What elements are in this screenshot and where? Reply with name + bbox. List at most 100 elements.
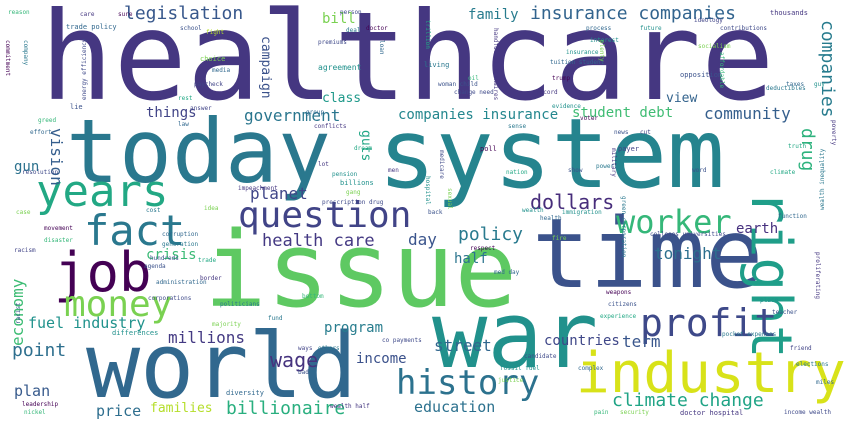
- word-sexual: sexual: [446, 188, 453, 210]
- word-miles: miles: [816, 379, 835, 386]
- word-issue: issue: [204, 209, 518, 331]
- word-conflicts: conflicts: [314, 123, 347, 130]
- word-dollars: dollars: [530, 190, 615, 214]
- word-racism: racism: [14, 247, 36, 254]
- word-climate: climate: [770, 169, 796, 176]
- word-diversity: diversity: [226, 389, 264, 397]
- word-earth: earth: [736, 221, 779, 237]
- word-colleges-universities: colleges universities: [650, 231, 726, 238]
- word-trade: trade: [198, 257, 217, 264]
- word-billionaire: billionaire: [226, 398, 346, 419]
- word-others: others: [318, 345, 340, 352]
- word-pension: pension: [332, 171, 358, 178]
- word-friend: friend: [790, 345, 812, 352]
- word-tuition-student: tuition student: [550, 59, 605, 66]
- word-administration: administration: [156, 279, 207, 286]
- word-job: job: [54, 241, 152, 304]
- word-function: function: [778, 213, 807, 220]
- word-effort: effort: [30, 129, 52, 136]
- word-resolution: resolution: [22, 169, 59, 176]
- word-bottom: bottom: [302, 293, 324, 300]
- word-wealth: wealth: [522, 207, 544, 214]
- word-street: street: [434, 336, 492, 355]
- word-case: case: [16, 209, 31, 216]
- word-tonight: tonight: [654, 244, 722, 263]
- word-back: back: [428, 209, 443, 216]
- word-doctor: doctor: [366, 25, 388, 32]
- word-reason: reason: [8, 9, 30, 16]
- word-media: media: [212, 67, 231, 74]
- word-climate-change: climate change: [612, 390, 764, 411]
- word-idea: idea: [204, 205, 219, 212]
- word-poverty: poverty: [830, 120, 837, 146]
- word-corporations: corporations: [148, 295, 192, 302]
- word-campaign: campaign: [258, 36, 273, 99]
- word-legislation: legislation: [124, 3, 244, 24]
- word-energy-efficiency: energy efficiency: [81, 38, 88, 100]
- word-choice: choice: [200, 55, 226, 63]
- word-premiums: premiums: [318, 39, 347, 46]
- word-cost: cost: [146, 207, 161, 214]
- word-time: time: [532, 198, 764, 310]
- word-nickel: nickel: [24, 409, 46, 416]
- word-deal: deal: [346, 27, 361, 34]
- word-policy: policy: [458, 224, 524, 245]
- word-fight: fight: [206, 29, 225, 36]
- word-opposition: opposition: [680, 71, 723, 79]
- word-lot: lot: [318, 161, 329, 168]
- word-companies-insurance: companies insurance: [398, 107, 559, 123]
- word-evidence: evidence: [552, 103, 581, 110]
- word-cut: cut: [640, 129, 651, 136]
- word-immigration: immigration: [562, 209, 602, 216]
- word-politicians: politicians: [220, 301, 260, 308]
- word-wealth-inequality: wealth inequality: [819, 148, 826, 210]
- word-respect: respect: [470, 245, 496, 252]
- word-guy: guy: [814, 81, 825, 88]
- word-change-need: change need: [454, 89, 494, 96]
- word-lie: lie: [70, 103, 83, 111]
- word-wage: wage: [270, 348, 319, 372]
- word-point: point: [12, 340, 67, 361]
- word-day: day: [408, 230, 437, 249]
- word-group: group: [306, 109, 325, 116]
- word-healthcare: healthcare: [40, 0, 775, 128]
- word-truth: truth: [788, 143, 807, 150]
- word-family: family: [468, 7, 519, 23]
- word-industry: industry: [576, 341, 846, 406]
- word-prescription-drug: prescription drug: [322, 199, 384, 206]
- word-elections: elections: [796, 361, 829, 368]
- word-pain: pain: [594, 409, 609, 416]
- word-war: war: [432, 282, 599, 389]
- word-security: security: [620, 409, 649, 416]
- word-leadership: leadership: [22, 401, 59, 408]
- word-future: future: [640, 25, 662, 32]
- word-doctor-hospital: doctor hospital: [680, 409, 744, 417]
- word-half: half: [454, 251, 488, 267]
- word-things: things: [146, 105, 197, 121]
- word-worker: worker: [616, 203, 732, 241]
- word-living: living: [424, 61, 450, 69]
- word-justice: justice: [498, 377, 524, 384]
- word-differences: differences: [112, 329, 159, 337]
- word-education: education: [414, 398, 496, 416]
- word-news: news: [614, 129, 629, 136]
- word-complex: complex: [578, 365, 604, 372]
- word-taxes: taxes: [786, 81, 805, 88]
- word-profit: profit: [640, 301, 778, 345]
- word-income-wealth: income wealth: [784, 409, 831, 416]
- word-wealth-half: wealth half: [330, 403, 370, 410]
- word-teacher: teacher: [772, 309, 798, 316]
- word-student-debt: student debt: [572, 105, 674, 121]
- word-green-corporation: green corporation: [620, 196, 627, 258]
- word-citizens: citizens: [608, 301, 637, 308]
- word-today: today: [66, 100, 331, 203]
- word-interest: interest: [590, 37, 619, 44]
- word-fire: fire: [552, 235, 567, 242]
- word-rest: rest: [178, 95, 193, 102]
- word-power: power: [596, 163, 615, 170]
- word-nation: nation: [506, 169, 528, 176]
- word-oil: oil: [468, 75, 479, 82]
- word-candidate: candidate: [524, 353, 557, 360]
- word-millions: millions: [168, 328, 246, 347]
